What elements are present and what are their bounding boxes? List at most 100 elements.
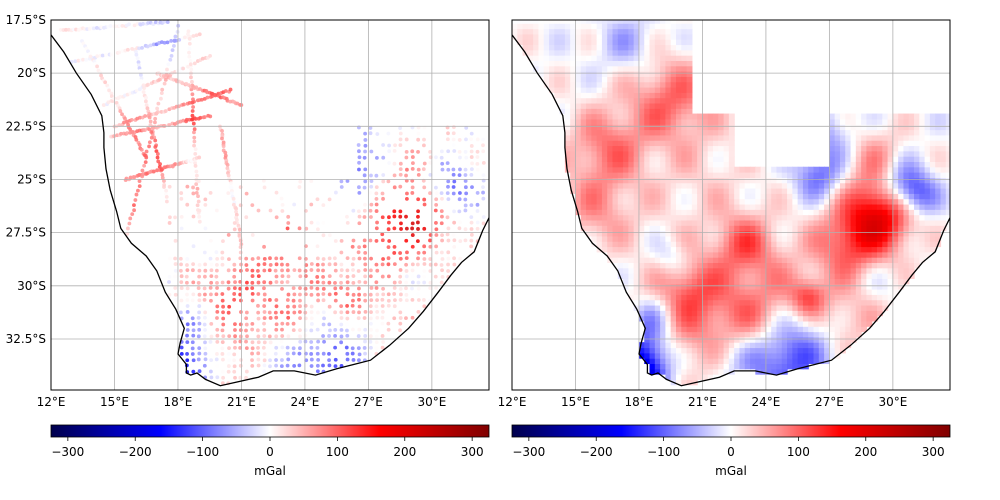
grid-cell — [776, 188, 782, 194]
grid-cell — [681, 145, 687, 151]
grid-cell — [687, 305, 693, 311]
grid-cell — [618, 76, 624, 82]
grid-cell — [877, 151, 883, 157]
grid-cell — [655, 337, 661, 343]
grid-cell — [745, 326, 751, 332]
grid-cell — [671, 358, 677, 364]
grid-cell — [729, 358, 735, 364]
colorbar-tick-label: −200 — [580, 445, 613, 459]
grid-cell — [538, 66, 544, 72]
grid-cell — [713, 220, 719, 226]
grid-cell — [792, 358, 798, 364]
grid-cell — [602, 161, 608, 167]
grid-cell — [702, 130, 708, 136]
observation-point — [269, 263, 273, 267]
observation-point — [446, 257, 450, 261]
grid-cell — [602, 231, 608, 237]
grid-cell — [829, 199, 835, 205]
grid-cell — [655, 151, 661, 157]
grid-cell — [940, 220, 946, 226]
grid-cell — [597, 193, 603, 199]
grid-cell — [650, 332, 656, 338]
grid-cell — [660, 167, 666, 173]
grid-cell — [925, 241, 931, 247]
grid-cell — [708, 199, 714, 205]
grid-cell — [597, 60, 603, 66]
grid-cell — [866, 183, 872, 189]
grid-cell — [718, 337, 724, 343]
observation-point — [168, 256, 172, 260]
grid-cell — [745, 193, 751, 199]
grid-cell — [861, 236, 867, 242]
observation-point — [351, 263, 355, 267]
grid-cell — [814, 252, 820, 258]
grid-cell — [903, 167, 909, 173]
grid-cell — [681, 257, 687, 263]
grid-cell — [660, 188, 666, 194]
grid-cell — [861, 151, 867, 157]
grid-cell — [835, 225, 841, 231]
grid-cell — [591, 199, 597, 205]
grid-cell — [798, 167, 804, 173]
grid-cell — [872, 188, 878, 194]
grid-cell — [739, 358, 745, 364]
grid-cell — [835, 209, 841, 215]
observation-point — [339, 286, 343, 290]
grid-cell — [650, 273, 656, 279]
grid-cell — [639, 130, 645, 136]
grid-cell — [671, 262, 677, 268]
grid-cell — [798, 172, 804, 178]
observation-point — [268, 364, 272, 368]
grid-cell — [782, 321, 788, 327]
grid-cell — [655, 204, 661, 210]
grid-cell — [782, 183, 788, 189]
grid-cell — [628, 55, 634, 61]
observation-point — [363, 328, 367, 332]
grid-cell — [613, 114, 619, 120]
grid-cell — [755, 289, 761, 295]
grid-cell — [597, 23, 603, 29]
observation-point — [346, 287, 350, 291]
grid-cell — [628, 76, 634, 82]
grid-cell — [782, 193, 788, 199]
grid-cell — [872, 241, 878, 247]
observation-point — [245, 311, 249, 315]
grid-cell — [644, 183, 650, 189]
grid-cell — [930, 183, 936, 189]
grid-cell — [644, 225, 650, 231]
grid-cell — [930, 236, 936, 242]
grid-cell — [628, 39, 634, 45]
grid-cell — [861, 273, 867, 279]
grid-cell — [687, 18, 693, 24]
grid-cell — [877, 262, 883, 268]
observation-point — [381, 275, 385, 279]
grid-cell — [713, 161, 719, 167]
observation-point — [233, 346, 237, 350]
grid-cell — [671, 130, 677, 136]
grid-cell — [597, 204, 603, 210]
observation-point — [422, 275, 426, 279]
grid-cell — [665, 225, 671, 231]
grid-cell — [771, 300, 777, 306]
grid-cell — [835, 199, 841, 205]
grid-cell — [935, 209, 941, 215]
grid-cell — [613, 209, 619, 215]
grid-cell — [575, 29, 581, 35]
grid-cell — [755, 199, 761, 205]
observation-point — [221, 358, 225, 362]
grid-cell — [909, 156, 915, 162]
observation-point — [268, 298, 272, 302]
grid-cell — [729, 140, 735, 146]
grid-cell — [750, 262, 756, 268]
grid-cell — [665, 342, 671, 348]
observation-point — [186, 322, 190, 326]
grid-cell — [877, 257, 883, 263]
observation-point — [215, 328, 219, 332]
observation-point — [446, 269, 450, 273]
grid-cell — [755, 246, 761, 252]
observation-point — [292, 328, 296, 332]
grid-cell — [866, 278, 872, 284]
grid-cell — [787, 310, 793, 316]
grid-cell — [718, 231, 724, 237]
observation-point — [227, 174, 231, 178]
